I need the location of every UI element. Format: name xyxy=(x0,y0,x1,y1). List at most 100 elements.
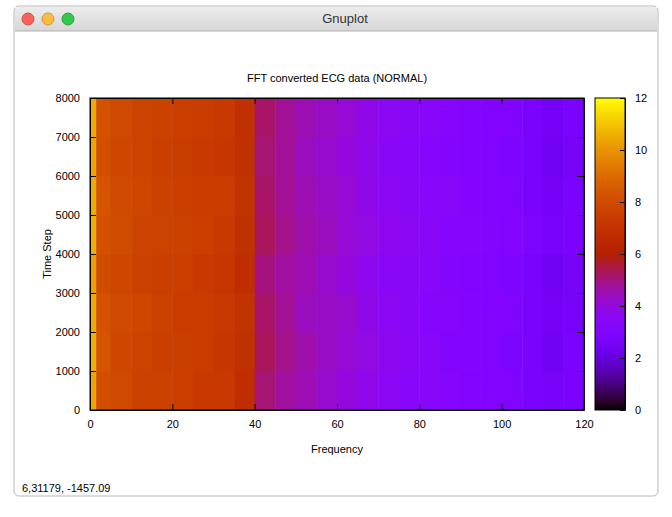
canvas: Gnuplot020406080100120010002000300040005… xyxy=(0,0,672,517)
tick xyxy=(578,332,584,333)
heatmap-cell xyxy=(172,332,193,372)
heatmap-cell xyxy=(543,176,564,216)
tick xyxy=(578,137,584,138)
heatmap-cell xyxy=(296,293,317,333)
heatmap-cell xyxy=(461,371,482,410)
heatmap-cell xyxy=(96,254,111,294)
heatmap-cell xyxy=(419,137,440,177)
tick xyxy=(337,98,338,104)
heatmap-cell xyxy=(234,176,255,216)
heatmap-cell xyxy=(481,98,502,138)
heatmap-cell xyxy=(131,293,152,333)
tick xyxy=(578,293,584,294)
heatmap-cell xyxy=(543,98,564,138)
heatmap-cell xyxy=(193,176,214,216)
heatmap-cell xyxy=(131,254,152,294)
heatmap-cell xyxy=(193,293,214,333)
heatmap-cell xyxy=(275,371,296,410)
tick-mark xyxy=(255,98,256,104)
tick-mark xyxy=(620,202,625,203)
tick-label: 6 xyxy=(635,248,641,260)
tick: 60 xyxy=(331,404,343,430)
window-button[interactable] xyxy=(62,13,74,25)
tick-label: 3000 xyxy=(56,287,80,299)
heatmap-cell xyxy=(502,137,523,177)
heatmap-cell xyxy=(255,254,276,294)
heatmap-cell xyxy=(419,215,440,255)
colorbar xyxy=(595,98,625,410)
tick-label: 10 xyxy=(635,144,647,156)
heatmap-cell xyxy=(358,254,379,294)
tick-label: 0 xyxy=(74,404,80,416)
tick-mark xyxy=(419,98,420,104)
heatmap-cell xyxy=(502,371,523,410)
window-frame xyxy=(14,6,658,496)
tick-mark xyxy=(90,176,96,177)
tick-mark xyxy=(620,150,625,151)
tick-mark xyxy=(172,404,173,410)
heatmap-cell xyxy=(275,137,296,177)
tick-mark xyxy=(578,215,584,216)
heatmap-cell xyxy=(378,215,399,255)
heatmap-cell xyxy=(275,254,296,294)
tick xyxy=(578,215,584,216)
tick xyxy=(578,254,584,255)
heatmap-cell xyxy=(316,98,337,138)
heatmap-cell xyxy=(337,293,358,333)
heatmap-cell xyxy=(255,215,276,255)
heatmap-cell xyxy=(378,371,399,410)
heatmap-cell xyxy=(378,293,399,333)
heatmap-cell xyxy=(481,176,502,216)
heatmap-cell xyxy=(502,293,523,333)
heatmap-cell xyxy=(152,332,173,372)
heatmap-cell xyxy=(152,176,173,216)
heatmap-cell xyxy=(296,215,317,255)
heatmap-cell xyxy=(419,293,440,333)
tick-mark xyxy=(337,404,338,410)
title-bar xyxy=(15,7,657,31)
tick: 40 xyxy=(249,404,261,430)
heatmap-cell xyxy=(522,293,543,333)
heatmap-cell xyxy=(378,137,399,177)
heatmap-cell xyxy=(337,137,358,177)
heatmap-cell xyxy=(214,215,235,255)
heatmap-cell xyxy=(193,137,214,177)
heatmap-cell xyxy=(96,293,111,333)
heatmap-cell xyxy=(358,98,379,138)
heatmap-cell xyxy=(440,176,461,216)
tick-label: 60 xyxy=(331,418,343,430)
heatmap-cell xyxy=(296,371,317,410)
tick-label: 5000 xyxy=(56,209,80,221)
heatmap-cell xyxy=(111,371,132,410)
window-button[interactable] xyxy=(42,13,54,25)
heatmap-cell xyxy=(502,98,523,138)
tick xyxy=(578,371,584,372)
heatmap-cell xyxy=(522,215,543,255)
tick-mark xyxy=(90,137,96,138)
heatmap-cell xyxy=(461,293,482,333)
heatmap-cell xyxy=(172,371,193,410)
heatmap-cell xyxy=(96,137,111,177)
heatmap-cell xyxy=(111,293,132,333)
heatmap-cell xyxy=(214,254,235,294)
heatmap-cell xyxy=(399,293,420,333)
heatmap-cell xyxy=(275,98,296,138)
heatmap-cell xyxy=(111,98,132,138)
heatmap-cell xyxy=(563,137,584,177)
heatmap-cell xyxy=(461,98,482,138)
tick xyxy=(502,98,503,104)
heatmap-cell xyxy=(337,215,358,255)
heatmap-cell xyxy=(522,332,543,372)
tick-label: 0 xyxy=(87,418,93,430)
heatmap-cell xyxy=(440,293,461,333)
chart-title: FFT converted ECG data (NORMAL) xyxy=(247,72,427,84)
window-button[interactable] xyxy=(22,13,34,25)
heatmap-cell xyxy=(172,98,193,138)
tick: 6 xyxy=(620,248,641,260)
heatmap-cell xyxy=(461,254,482,294)
heatmap-cell xyxy=(152,371,173,410)
heatmap-cell xyxy=(440,332,461,372)
tick xyxy=(578,176,584,177)
heatmap-cell xyxy=(296,98,317,138)
heatmap-cell xyxy=(90,215,97,255)
